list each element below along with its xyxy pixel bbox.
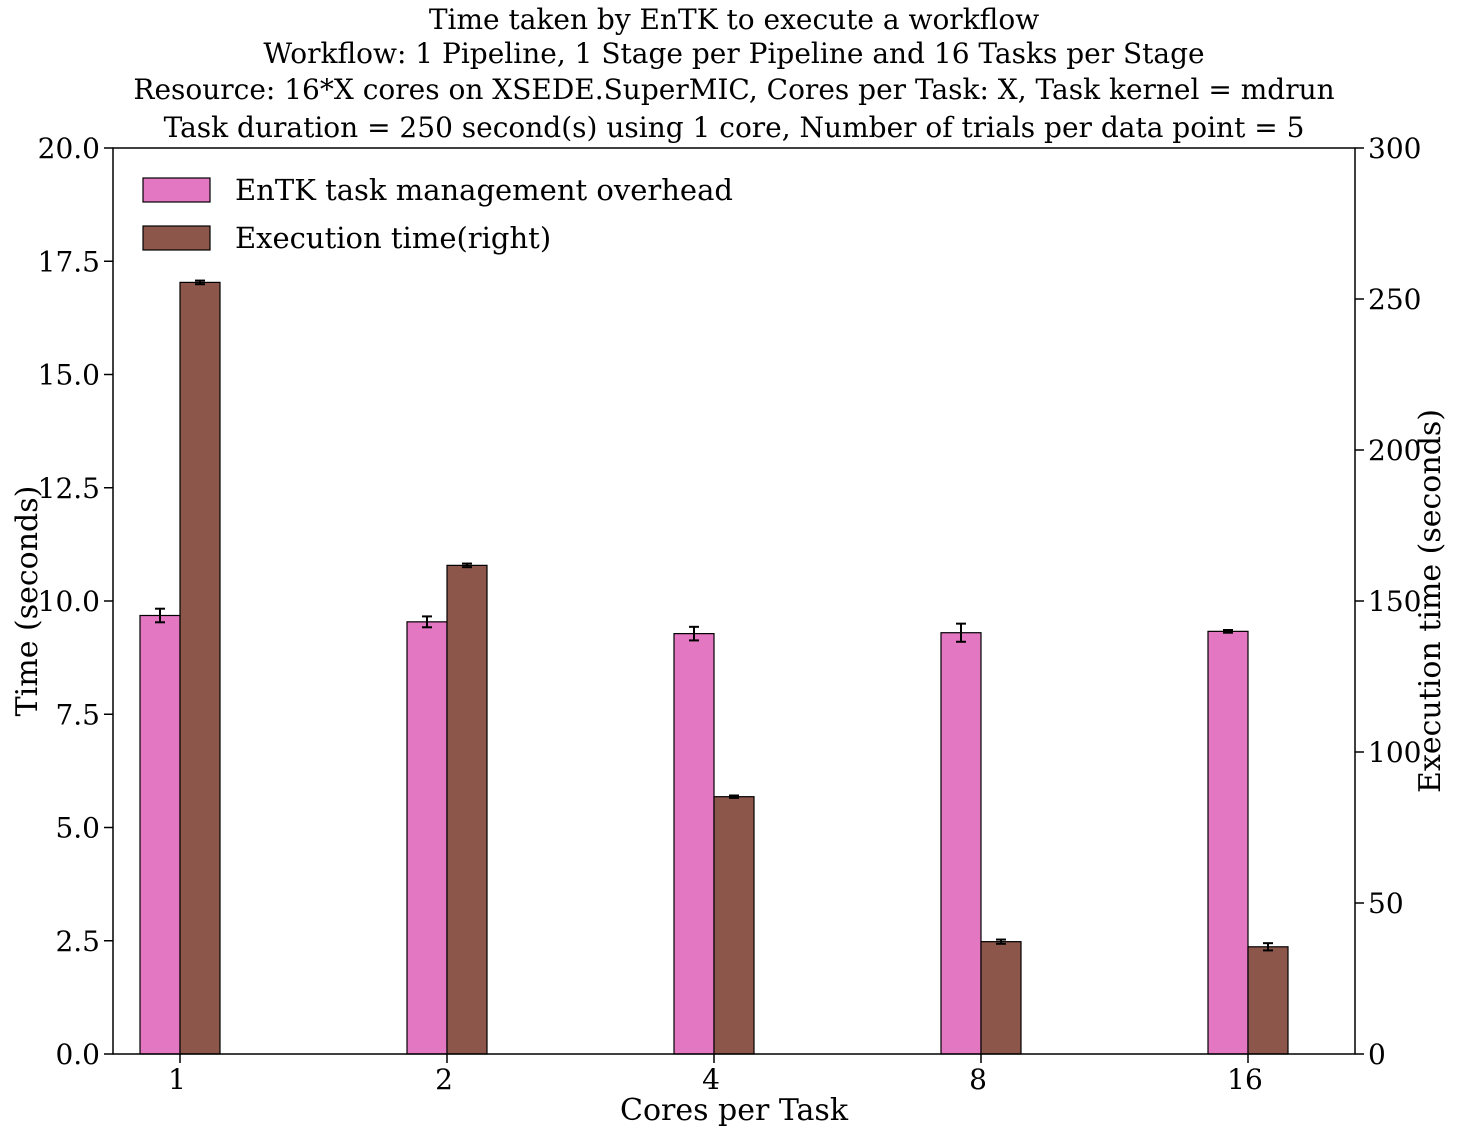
y-right-tick-label: 100 xyxy=(1368,736,1421,769)
y-tick-label: 5.0 xyxy=(55,812,100,845)
bar-overhead xyxy=(406,621,448,1055)
legend-swatch xyxy=(142,225,211,251)
right-axis: 0 50 100 150 200 250 300 xyxy=(1355,132,1421,1071)
y-tick-label: 0.0 xyxy=(55,1038,100,1071)
y-tick-label: 2.5 xyxy=(55,925,100,958)
left-axis: 0.0 2.5 5.0 7.5 10.0 12.5 15.0 17.5 20.0 xyxy=(38,132,113,1071)
bar-overhead xyxy=(1207,630,1249,1055)
error-bar xyxy=(996,938,1006,945)
y-axis-label: Time (seconds) xyxy=(10,486,45,717)
bars-group xyxy=(139,281,1289,1055)
x-axis-label: Cores per Task xyxy=(620,1093,849,1128)
x-tick-label: 4 xyxy=(702,1063,720,1096)
x-tick-label: 1 xyxy=(168,1063,186,1096)
x-tick-label: 8 xyxy=(969,1063,987,1096)
error-bar xyxy=(1223,628,1233,634)
bar-execution-time xyxy=(179,281,221,1055)
title-line: Task duration = 250 second(s) using 1 co… xyxy=(164,111,1305,144)
y-right-tick-label: 0 xyxy=(1368,1038,1386,1071)
x-tick-label: 2 xyxy=(435,1063,453,1096)
error-bar xyxy=(195,279,205,286)
x-tick-label: 16 xyxy=(1227,1063,1263,1096)
y-tick-label: 10.0 xyxy=(38,585,100,618)
title-line: Workflow: 1 Pipeline, 1 Stage per Pipeli… xyxy=(263,37,1204,70)
y-axis-right-label: Execution time (seconds) xyxy=(1413,409,1448,793)
error-bar xyxy=(462,562,472,569)
bar-overhead xyxy=(139,614,181,1055)
bar-overhead xyxy=(673,633,715,1055)
bar-execution-time xyxy=(713,796,755,1055)
bar-execution-time xyxy=(1247,946,1289,1055)
y-tick-label: 12.5 xyxy=(38,472,100,505)
error-bar xyxy=(729,794,739,799)
error-bar xyxy=(422,615,432,629)
y-right-tick-label: 50 xyxy=(1368,887,1404,920)
legend-label: EnTK task management overhead xyxy=(235,173,733,207)
legend-label: Execution time(right) xyxy=(235,221,551,255)
y-tick-label: 15.0 xyxy=(38,359,100,392)
title-line: Resource: 16*X cores on XSEDE.SuperMIC, … xyxy=(133,73,1334,106)
bar-execution-time xyxy=(980,941,1022,1055)
errorbars-group xyxy=(155,279,1273,952)
bar-overhead xyxy=(940,632,982,1055)
bar-execution-time xyxy=(446,564,488,1055)
x-axis: 1 2 4 8 16 xyxy=(168,1054,1263,1096)
y-right-tick-label: 150 xyxy=(1368,585,1421,618)
y-right-tick-label: 300 xyxy=(1368,132,1421,165)
error-bar xyxy=(689,625,699,642)
y-tick-label: 7.5 xyxy=(55,698,100,731)
y-right-tick-label: 250 xyxy=(1368,283,1421,316)
y-tick-label: 17.5 xyxy=(38,245,100,278)
error-bar xyxy=(1263,942,1273,952)
error-bar xyxy=(155,607,165,624)
title-line: Time taken by EnTK to execute a workflow xyxy=(429,3,1039,36)
error-bar xyxy=(956,622,966,643)
chart-title: Time taken by EnTK to execute a workflow… xyxy=(133,3,1334,144)
y-right-tick-label: 200 xyxy=(1368,434,1421,467)
y-tick-label: 20.0 xyxy=(38,132,100,165)
legend: EnTK task management overhead Execution t… xyxy=(142,173,733,255)
legend-swatch xyxy=(142,177,211,203)
